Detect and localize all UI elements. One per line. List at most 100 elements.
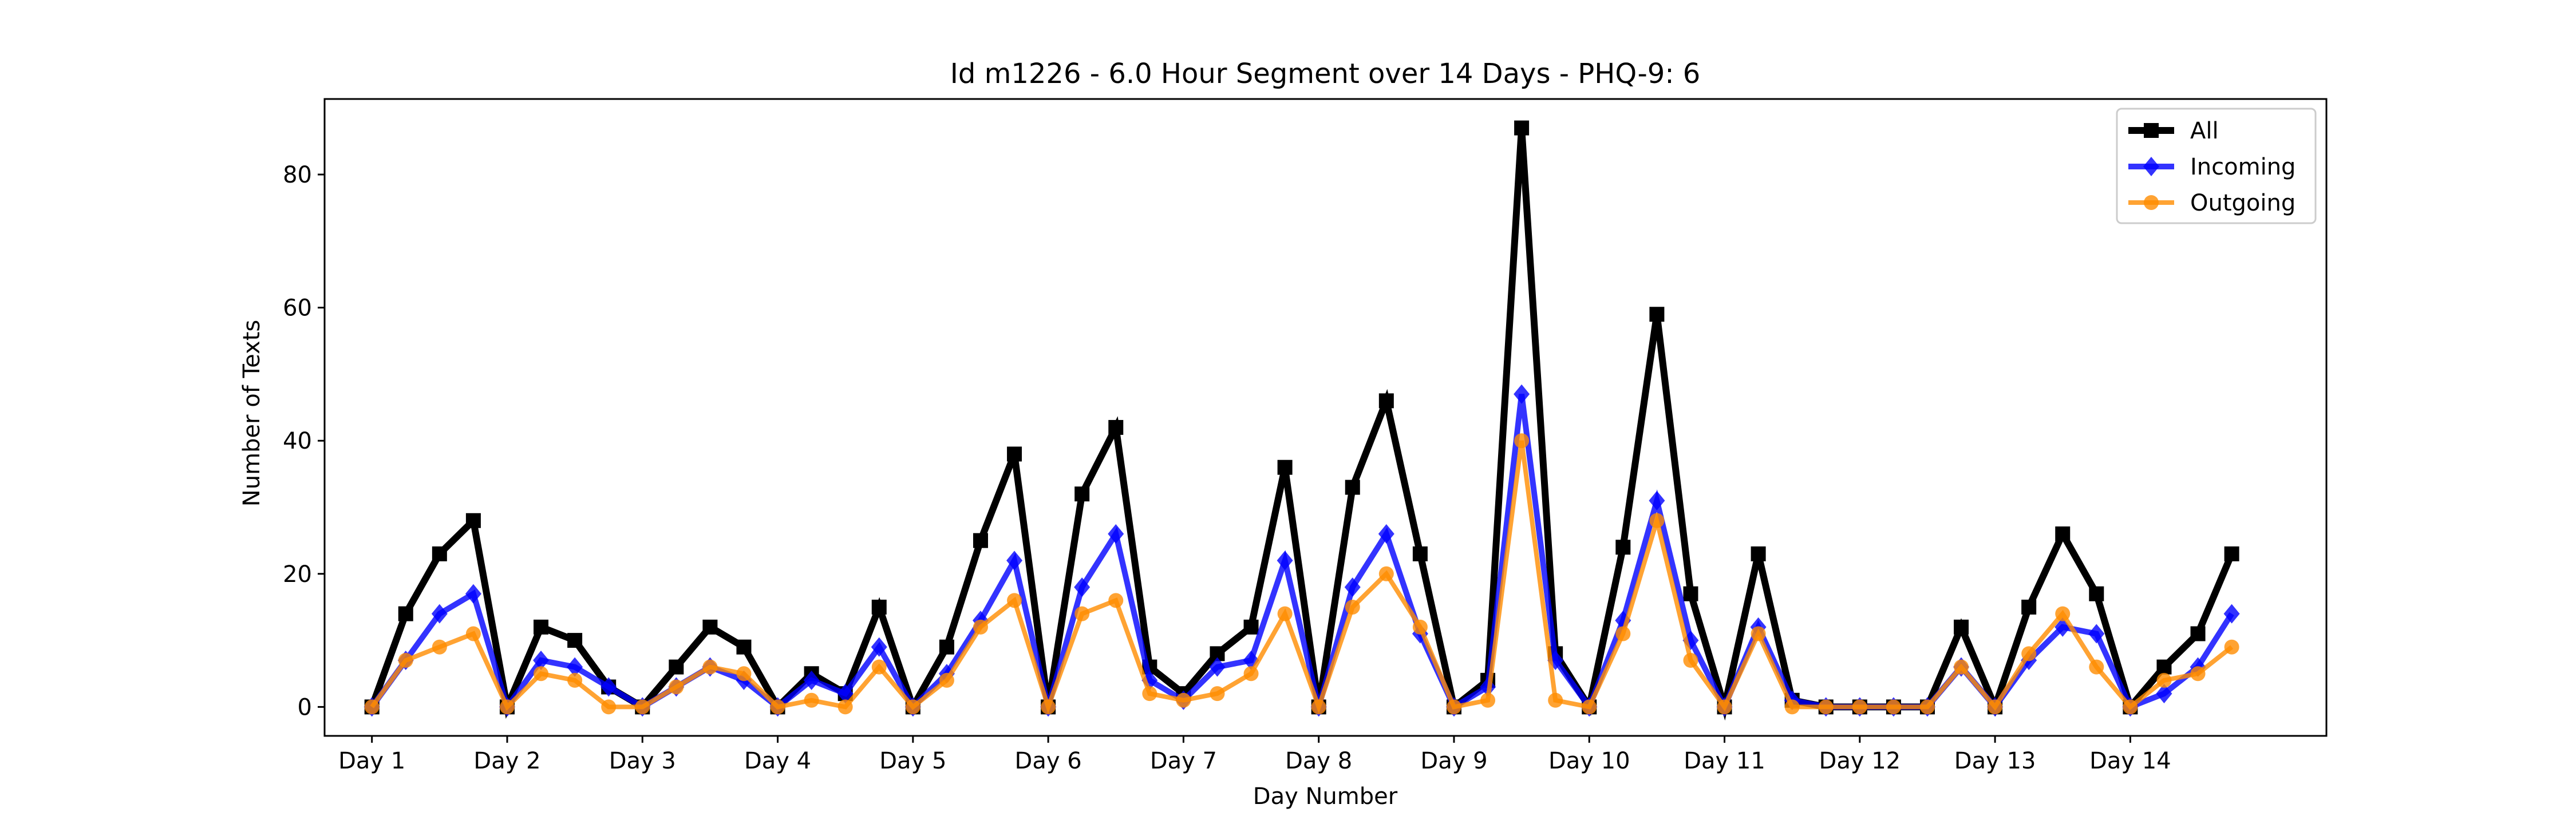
- x-tick-label: Day 2: [473, 748, 540, 774]
- data-point-outgoing: [1311, 699, 1326, 715]
- series-outgoing: [364, 433, 2239, 715]
- data-point-outgoing: [534, 666, 549, 682]
- data-point-outgoing: [1548, 692, 1563, 708]
- y-tick-label: 80: [283, 162, 312, 188]
- data-point-incoming: [1514, 384, 1530, 404]
- data-point-outgoing: [1717, 699, 1732, 715]
- x-axis-label: Day Number: [1253, 783, 1398, 810]
- data-point-outgoing: [1683, 652, 1698, 668]
- data-point-outgoing: [669, 679, 684, 695]
- y-tick-label: 0: [298, 694, 312, 720]
- plot-frame: [323, 98, 2328, 737]
- data-point-all: [2055, 526, 2071, 542]
- data-point-all: [1615, 540, 1631, 555]
- data-point-outgoing: [1412, 619, 1428, 635]
- data-point-all: [1514, 120, 1530, 136]
- data-point-outgoing: [1446, 699, 1461, 715]
- legend-entry-incoming: Incoming: [2128, 154, 2296, 180]
- data-point-outgoing: [1277, 606, 1293, 621]
- data-point-outgoing: [1649, 513, 1665, 528]
- x-tick-label: Day 5: [879, 748, 946, 774]
- data-point-all: [1007, 446, 1022, 462]
- legend-marker-incoming: [2143, 157, 2159, 176]
- data-point-outgoing: [1886, 699, 1901, 715]
- y-axis-label: Number of Texts: [239, 320, 265, 506]
- data-point-outgoing: [1108, 593, 1124, 608]
- data-point-all: [1751, 546, 1766, 561]
- data-point-outgoing: [1852, 699, 1867, 715]
- data-point-all: [567, 633, 583, 648]
- data-point-all: [736, 639, 752, 655]
- data-point-incoming: [1277, 550, 1293, 571]
- data-point-incoming: [1344, 577, 1361, 597]
- data-point-all: [2021, 599, 2037, 615]
- data-point-incoming: [803, 670, 820, 690]
- data-point-outgoing: [1582, 699, 1597, 715]
- data-point-all: [1683, 586, 1698, 601]
- data-point-incoming: [465, 584, 481, 604]
- data-point-all: [702, 619, 718, 635]
- data-point-outgoing: [905, 699, 920, 715]
- plot-area: [364, 120, 2240, 721]
- data-point-outgoing: [1176, 692, 1191, 708]
- x-tick-label: Day 11: [1684, 748, 1765, 774]
- data-point-all: [398, 606, 413, 621]
- legend-label-incoming: Incoming: [2190, 154, 2296, 180]
- data-point-outgoing: [1074, 606, 1090, 621]
- data-point-incoming: [2156, 684, 2172, 704]
- data-point-all: [465, 513, 481, 528]
- data-point-incoming: [1074, 577, 1091, 597]
- legend-label-all: All: [2190, 118, 2219, 144]
- data-point-outgoing: [465, 626, 481, 641]
- data-point-all: [1378, 393, 1394, 409]
- data-point-incoming: [567, 657, 583, 677]
- data-point-all: [669, 659, 684, 675]
- data-point-outgoing: [1784, 699, 1800, 715]
- legend-entry-all: All: [2128, 118, 2219, 144]
- chart-title: Id m1226 - 6.0 Hour Segment over 14 Days…: [950, 58, 1701, 90]
- data-point-outgoing: [871, 659, 887, 675]
- data-point-outgoing: [1210, 686, 1225, 702]
- x-tick-label: Day 1: [338, 748, 405, 774]
- data-point-all: [1649, 307, 1665, 322]
- data-point-all: [973, 533, 988, 548]
- data-point-all: [1954, 619, 1969, 635]
- data-point-all: [1074, 486, 1090, 502]
- legend-label-outgoing: Outgoing: [2190, 190, 2296, 216]
- data-point-outgoing: [1480, 692, 1496, 708]
- data-point-outgoing: [432, 639, 447, 655]
- data-point-outgoing: [1919, 699, 1935, 715]
- x-tick-label: Day 13: [1954, 748, 2036, 774]
- data-point-outgoing: [1142, 686, 1157, 702]
- data-point-incoming: [2088, 624, 2105, 644]
- data-point-incoming: [600, 677, 617, 697]
- data-point-all: [871, 599, 887, 615]
- data-point-outgoing: [1041, 699, 1056, 715]
- data-point-outgoing: [2123, 699, 2138, 715]
- data-point-outgoing: [364, 699, 380, 715]
- data-point-all: [1108, 419, 1124, 435]
- data-point-outgoing: [1988, 699, 2003, 715]
- data-point-outgoing: [702, 659, 718, 675]
- data-point-outgoing: [635, 699, 650, 715]
- data-point-outgoing: [601, 699, 617, 715]
- x-tick-label: Day 7: [1150, 748, 1217, 774]
- data-point-outgoing: [2156, 672, 2172, 688]
- data-point-outgoing: [837, 699, 853, 715]
- x-tick-label: Day 10: [1548, 748, 1630, 774]
- data-point-all: [534, 619, 549, 635]
- data-point-incoming: [533, 650, 550, 670]
- data-point-outgoing: [1751, 626, 1766, 641]
- legend: All Incoming Outgoing: [2116, 108, 2317, 224]
- legend-marker-all: [2144, 123, 2159, 138]
- data-point-incoming: [1378, 524, 1394, 544]
- x-tick-label: Day 6: [1015, 748, 1082, 774]
- data-point-all: [2089, 586, 2104, 601]
- x-tick-label: Day 9: [1420, 748, 1487, 774]
- legend-box: [2116, 108, 2317, 224]
- data-point-all: [1243, 619, 1259, 635]
- x-tick-label: Day 4: [744, 748, 811, 774]
- data-point-incoming: [1108, 524, 1124, 544]
- data-point-all: [2190, 626, 2206, 641]
- data-point-incoming: [2223, 604, 2240, 624]
